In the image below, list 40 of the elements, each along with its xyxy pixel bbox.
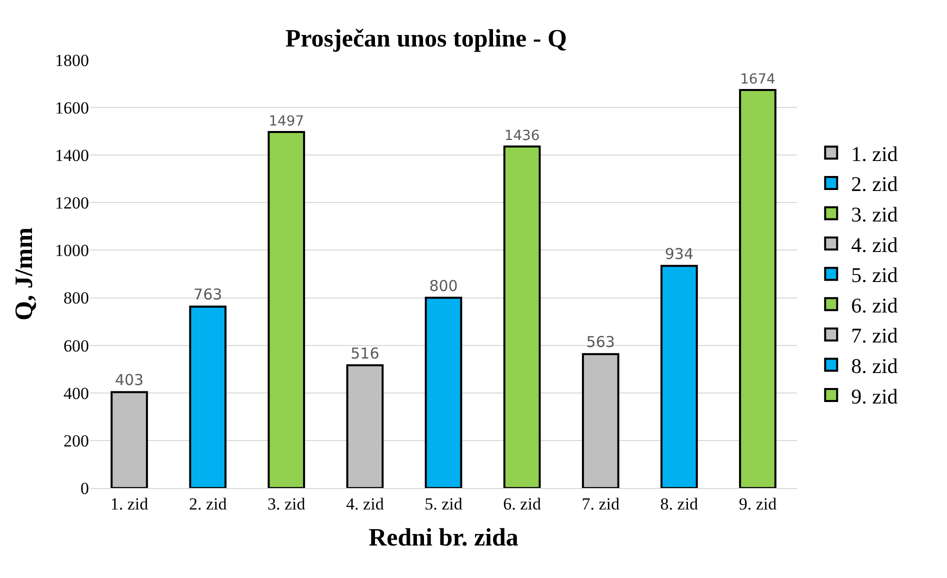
y-tick-label: 200 [64,431,89,450]
x-tick-label: 3. zid [268,494,306,514]
y-tick-label: 400 [64,384,89,403]
x-tick-label: 9. zid [738,494,778,514]
x-tick-label: 2. zid [188,494,228,514]
legend-label: 8. zid [851,354,898,378]
x-tick-label: 8. zid [660,494,699,514]
y-tick-label: 1600 [55,98,89,118]
data-label: 763 [194,286,222,304]
data-label: 403 [114,371,144,390]
x-tick-label: 1. zid [110,494,149,514]
x-tick-label: 5. zid [424,494,463,514]
y-tick-label: 1800 [55,50,89,70]
data-label: 1436 [504,128,540,144]
data-label: 934 [664,244,694,263]
y-tick-label: 1200 [55,194,89,213]
x-axis-title: Redni br. zida [368,524,519,552]
legend-label: 2. zid [851,172,898,196]
x-tick-label: 4. zid [346,494,384,514]
x-tick-label: 7. zid [582,494,620,514]
y-tick-label: 0 [80,478,89,498]
y-axis-title: Q, J/mm [10,227,38,321]
legend-label: 9. zid [851,384,898,408]
y-tick-label: 800 [64,288,89,308]
data-label: 516 [350,344,380,362]
legend-label: 7. zid [851,324,898,348]
legend-label: 6. zid [851,293,898,318]
data-label: 1674 [740,71,776,88]
data-label: 1497 [268,113,304,130]
y-tick-label: 600 [64,336,89,356]
y-tick-label: 1400 [55,146,89,166]
legend-label: 4. zid [851,232,898,257]
legend-label: 5. zid [851,263,898,288]
legend-label: 1. zid [851,142,898,166]
x-tick-label: 6. zid [503,494,542,514]
chart-title: Prosječan unos topline - Q [285,25,567,52]
legend-label: 3. zid [851,202,898,226]
y-tick-label: 1000 [55,241,89,260]
data-label: 563 [586,333,615,352]
data-label: 800 [429,276,458,295]
